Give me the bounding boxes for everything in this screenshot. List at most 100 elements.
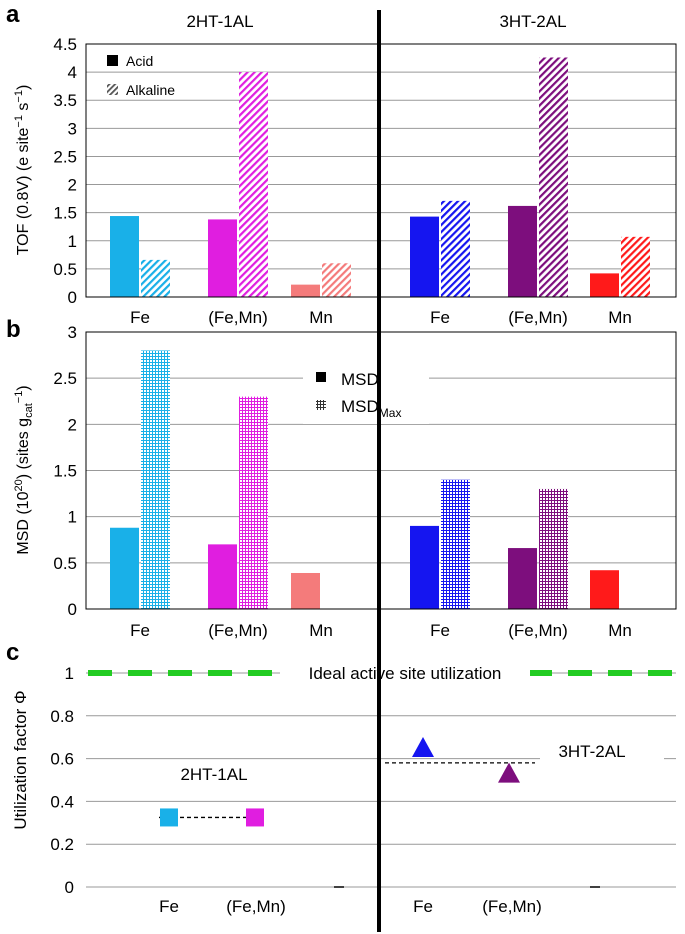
panel-c-y-tick-labels: 0 0.2 0.4 0.6 0.8 1 <box>50 664 74 897</box>
panel-a-legend: Acid Alkaline <box>107 53 175 98</box>
x-tick-label-fe-mn: (Fe,Mn) <box>208 308 268 327</box>
legend-acid-label: Acid <box>126 53 153 69</box>
x-tick-label-mn: Mn <box>608 308 632 327</box>
bar-msd-mn3 <box>590 570 619 609</box>
x-tick-label-fe-mn: (Fe,Mn) <box>508 621 568 640</box>
panel-c-x-tick-labels: Fe (Fe,Mn) Fe (Fe,Mn) <box>159 897 542 916</box>
legend-msd-swatch <box>316 372 326 382</box>
marker-3ht-2al-fe <box>412 736 434 757</box>
panel-c-markers <box>159 736 535 827</box>
bar-alkaline-mn3 <box>621 236 650 297</box>
panel-c-y-axis-label: Utilization factor Φ <box>11 690 30 829</box>
y-tick-label: 1 <box>65 664 74 683</box>
panel-a: a 2HT-1AL 3HT-2AL 0 0.5 1 1.5 2 2.5 3 3.5 4 4.5 F… <box>6 1 677 327</box>
y-tick-label: 2.5 <box>53 147 77 166</box>
bar-alkaline-mn2 <box>322 263 351 297</box>
bar-msd-fe2 <box>110 527 139 609</box>
group-title-2ht-1al: 2HT-1AL <box>186 12 253 31</box>
bar-msd-mn2 <box>291 572 320 609</box>
panel-a-y-axis-label: TOF (0.8V) (e site−1 s−1) <box>13 85 32 256</box>
panel-a-bars <box>110 57 650 297</box>
legend-msd-label: MSD <box>341 370 379 389</box>
y-tick-label: 1 <box>68 232 77 251</box>
y-tick-label: 4.5 <box>53 35 77 54</box>
x-tick-label-fe: Fe <box>130 308 150 327</box>
bar-acid-femn3 <box>508 205 537 297</box>
y-tick-label: 0 <box>68 288 77 307</box>
legend-acid-swatch <box>107 55 118 66</box>
group-label-3ht-2al: 3HT-2AL <box>558 742 625 761</box>
panel-b-legend: MSD MSDMax <box>303 366 429 424</box>
y-tick-label: 3.5 <box>53 91 77 110</box>
y-tick-label: 0 <box>68 600 77 619</box>
y-tick-label: 1 <box>68 508 77 527</box>
y-tick-label: 0.6 <box>50 750 74 769</box>
legend-alkaline-swatch <box>107 84 118 95</box>
group-title-3ht-2al: 3HT-2AL <box>499 12 566 31</box>
x-tick-label-mn: Mn <box>309 621 333 640</box>
x-tick-label-mn: Mn <box>309 308 333 327</box>
y-tick-label: 2.5 <box>53 369 77 388</box>
bar-acid-femn2 <box>208 219 237 297</box>
y-tick-label: 2 <box>68 415 77 434</box>
x-tick-label-fe: Fe <box>413 897 433 916</box>
bar-msd-femn2 <box>208 544 237 609</box>
bar-acid-fe2 <box>110 216 139 297</box>
x-tick-label-fe: Fe <box>430 621 450 640</box>
bar-acid-mn3 <box>590 273 619 297</box>
panel-c: c 0 0.2 0.4 0.6 0.8 1 Ideal active site utili… <box>6 639 676 916</box>
y-tick-label: 0.5 <box>53 554 77 573</box>
marker-2ht-1al-fe <box>160 808 178 827</box>
bar-acid-mn2 <box>291 284 320 297</box>
bar-msdmax-femn3 <box>539 488 568 609</box>
bar-msdmax-fe3 <box>441 479 470 609</box>
x-tick-label-fe-mn: (Fe,Mn) <box>482 897 542 916</box>
group-label-2ht-1al: 2HT-1AL <box>180 765 247 784</box>
marker-2ht-1al-fe-mn <box>246 808 264 827</box>
x-tick-label-fe: Fe <box>159 897 179 916</box>
panel-b: b 0 0.5 1 1.5 2 2.5 3 Fe (Fe,Mn) Mn Fe (Fe,Mn) Mn M… <box>6 316 677 640</box>
y-tick-label: 2 <box>68 176 77 195</box>
x-tick-label-fe: Fe <box>130 621 150 640</box>
bar-msd-fe3 <box>410 525 439 609</box>
y-tick-label: 3 <box>68 119 77 138</box>
ideal-label: Ideal active site utilization <box>309 664 502 683</box>
panel-a-x-tick-labels: Fe (Fe,Mn) Mn Fe (Fe,Mn) Mn <box>130 308 632 327</box>
ideal-label-bg <box>280 660 530 686</box>
x-tick-label-fe: Fe <box>430 308 450 327</box>
x-tick-label-mn: Mn <box>608 621 632 640</box>
panel-b-y-axis-label: MSD (1020) (sites gcat−1) <box>13 385 35 554</box>
legend-alkaline-label: Alkaline <box>126 82 175 98</box>
y-tick-label: 0.2 <box>50 835 74 854</box>
bar-msdmax-fe2 <box>141 350 170 609</box>
y-tick-label: 1.5 <box>53 462 77 481</box>
panel-a-y-tick-labels: 0 0.5 1 1.5 2 2.5 3 3.5 4 4.5 <box>53 35 77 307</box>
bar-alkaline-fe2 <box>141 259 170 297</box>
y-tick-label: 4 <box>68 63 77 82</box>
group-label-3ht-bg <box>540 738 664 764</box>
y-tick-label: 3 <box>68 323 77 342</box>
legend-msdmax-label: MSDMax <box>341 397 401 420</box>
y-tick-label: 1.5 <box>53 204 77 223</box>
panel-b-y-tick-labels: 0 0.5 1 1.5 2 2.5 3 <box>53 323 77 619</box>
legend-msdmax-swatch <box>316 400 326 410</box>
bar-msdmax-femn2 <box>239 396 268 609</box>
bar-alkaline-fe3 <box>441 200 470 297</box>
y-tick-label: 0 <box>65 878 74 897</box>
y-tick-label: 0.5 <box>53 260 77 279</box>
bar-msd-femn3 <box>508 548 537 609</box>
panel-a-label: a <box>6 1 20 28</box>
bar-alkaline-femn3 <box>539 57 568 297</box>
x-tick-label-fe-mn: (Fe,Mn) <box>226 897 286 916</box>
marker-3ht-2al-fe-mn <box>498 762 520 783</box>
y-tick-label: 0.4 <box>50 792 74 811</box>
panel-c-label: c <box>6 639 19 666</box>
x-tick-label-fe-mn: (Fe,Mn) <box>208 621 268 640</box>
panel-b-label: b <box>6 316 21 343</box>
bar-alkaline-femn2 <box>239 72 268 297</box>
x-tick-label-fe-mn: (Fe,Mn) <box>508 308 568 327</box>
bar-acid-fe3 <box>410 216 439 297</box>
y-tick-label: 0.8 <box>50 707 74 726</box>
panel-b-x-tick-labels: Fe (Fe,Mn) Mn Fe (Fe,Mn) Mn <box>130 621 632 640</box>
